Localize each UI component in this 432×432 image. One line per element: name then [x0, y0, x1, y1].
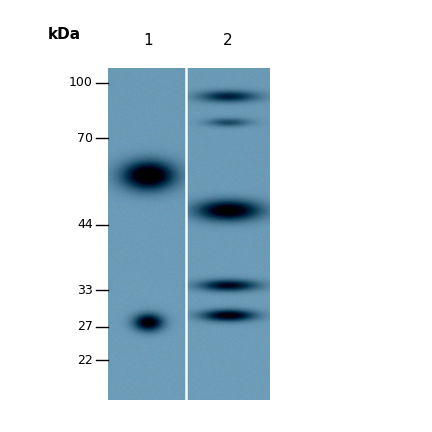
Text: 27: 27	[77, 321, 93, 334]
Text: 100: 100	[69, 76, 93, 89]
Text: 33: 33	[77, 283, 93, 296]
Text: 22: 22	[77, 353, 93, 366]
Text: 2: 2	[223, 33, 233, 48]
Text: kDa: kDa	[48, 27, 81, 42]
Text: 1: 1	[143, 33, 153, 48]
Text: 70: 70	[77, 131, 93, 144]
Text: 44: 44	[77, 219, 93, 232]
